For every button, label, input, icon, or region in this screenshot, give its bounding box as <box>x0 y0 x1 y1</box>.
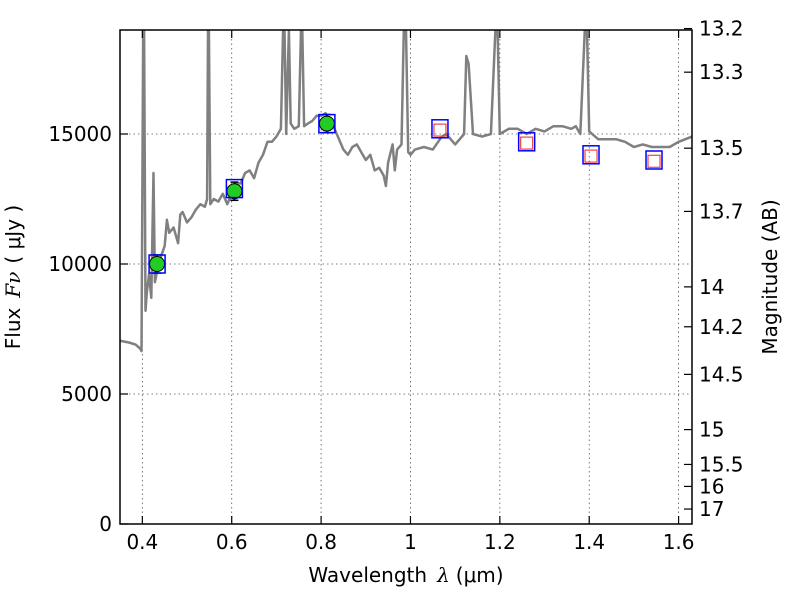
model-box-marker <box>645 150 663 170</box>
model-square-marker <box>433 123 447 137</box>
mag-tick-label: 13.5 <box>699 136 744 160</box>
x-tick-label: 1.2 <box>484 530 516 554</box>
observed-point <box>226 183 243 200</box>
mag-tick-label: 16 <box>699 474 724 498</box>
y-tick-label: 5000 <box>61 382 112 406</box>
model-box-marker <box>517 132 536 152</box>
x-axis-label: Wavelength λ (μm) <box>308 563 503 587</box>
y-tick-label: 10000 <box>48 252 112 276</box>
x-tick-label: 1.6 <box>663 530 695 554</box>
mag-tick-label: 13.2 <box>699 17 744 41</box>
mag-tick-label: 15.5 <box>699 452 744 476</box>
model-box-marker <box>318 113 336 134</box>
mag-tick-label: 13.3 <box>699 60 744 84</box>
model-box-marker <box>582 145 600 165</box>
model-square-marker <box>647 154 661 168</box>
y-tick-label: 15000 <box>48 122 112 146</box>
model-box-marker <box>225 178 244 199</box>
plot-frame <box>119 29 693 525</box>
x-tick-label: 1.4 <box>573 530 605 554</box>
data-layer <box>120 30 692 353</box>
model-box-marker <box>431 119 449 139</box>
y2-axis-label: Magnitude (AB) <box>758 199 782 354</box>
model-box-marker <box>148 254 166 274</box>
mag-tick-label: 15 <box>699 418 724 442</box>
y-tick-label: 0 <box>99 512 112 536</box>
mag-tick-label: 13.7 <box>699 199 744 223</box>
mag-tick-label: 14.2 <box>699 315 744 339</box>
mag-tick-label: 14 <box>699 275 724 299</box>
x-tick-label: 0.6 <box>216 530 248 554</box>
x-tick-label: 0.4 <box>126 530 158 554</box>
mag-tick-label: 14.5 <box>699 362 744 386</box>
y-axis-label: FluxFν( μJy ) <box>1 205 25 349</box>
observed-point <box>149 256 166 272</box>
x-tick-label: 0.8 <box>305 530 337 554</box>
model-square-marker <box>584 149 598 163</box>
mag-tick-label: 17 <box>699 497 724 521</box>
x-tick-label: 1 <box>404 530 417 554</box>
observed-point <box>318 115 335 132</box>
ticks: 0.4 0.6 0.8 1 1.2 1.4 1.6 0 5000 10000 15000 13.2 13… <box>48 17 743 554</box>
model-square-marker <box>520 136 534 150</box>
